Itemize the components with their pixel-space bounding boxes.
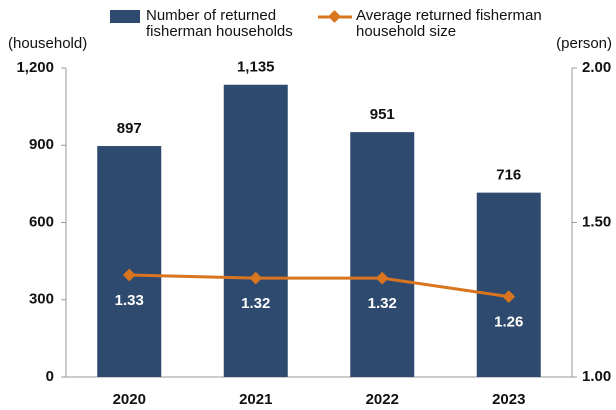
bar-value-label: 716: [496, 167, 521, 184]
x-tick-label: 2022: [366, 391, 399, 408]
y2-tick-label: 2.00: [582, 59, 611, 76]
bar-value-label: 951: [370, 106, 395, 123]
bar: [97, 146, 162, 377]
line-value-label: 1.32: [241, 295, 270, 312]
y2-tick-label: 1.50: [582, 213, 611, 230]
line-value-label: 1.26: [494, 314, 523, 331]
bar-value-label: 897: [117, 120, 142, 137]
y2-axis-label: (person): [556, 35, 612, 52]
x-tick-label: 2020: [113, 391, 146, 408]
x-tick-label: 2021: [239, 391, 272, 408]
bar: [223, 84, 288, 378]
y-tick-label: 900: [29, 136, 54, 153]
legend-item: Number of returned fisherman households: [110, 8, 316, 40]
line-value-label: 1.33: [115, 292, 144, 309]
line-value-label: 1.32: [368, 295, 397, 312]
line: [129, 273, 509, 299]
legend-label: Average returned fisherman household siz…: [356, 7, 542, 40]
y-tick-label: 0: [46, 368, 54, 385]
line-marker: [502, 290, 516, 304]
y-axis-label: (household): [8, 35, 87, 52]
legend-item: Average returned fisherman household siz…: [318, 8, 556, 40]
y-tick-label: 600: [29, 213, 54, 230]
x-tick-label: 2023: [492, 391, 525, 408]
y2-tick-label: 1.00: [582, 368, 611, 385]
bar: [350, 132, 415, 377]
line-marker: [122, 268, 136, 282]
line-marker: [375, 271, 389, 285]
line-marker: [249, 271, 263, 285]
bar: [476, 192, 541, 377]
legend-swatch: [110, 10, 140, 23]
bar-value-label: 1,135: [237, 59, 275, 76]
legend-label: Number of returned fisherman households: [146, 7, 293, 40]
legend-swatch: [318, 10, 352, 23]
y-tick-label: 300: [29, 291, 54, 308]
y-tick-label: 1,200: [16, 59, 54, 76]
